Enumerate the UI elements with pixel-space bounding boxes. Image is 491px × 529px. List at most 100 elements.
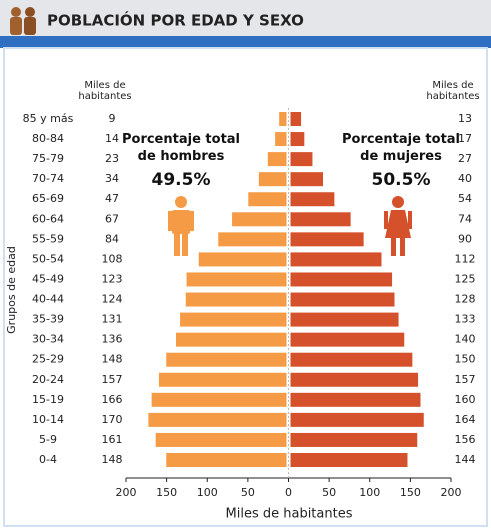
bar [185,292,287,307]
category-label: 0-4 [39,453,57,466]
bar [218,232,287,247]
women-value-label: 133 [455,313,476,326]
bar [290,152,313,167]
men-value-label: 166 [102,393,123,406]
women-value-label: 125 [455,272,476,285]
women-value-label: 157 [455,373,476,386]
frame [3,47,488,527]
men-value-label: 170 [102,413,123,426]
category-label: 75-79 [32,152,64,165]
woman-icon [384,196,412,256]
bar [290,332,405,347]
bar [290,412,424,427]
category-label: 20-24 [32,373,64,386]
women-value-label: 156 [455,433,476,446]
men-value-label: 136 [102,333,123,346]
men-value-label: 124 [102,293,123,306]
bar [290,292,395,307]
bar [155,432,287,447]
bar [267,152,287,167]
men-value-label: 34 [105,172,119,185]
left-column-header: Miles de habitantes [78,80,132,102]
bar [248,192,287,207]
bar [290,312,399,327]
bar [158,372,287,387]
x-tick-label: 100 [197,486,218,499]
women-value-label: 160 [455,393,476,406]
women-value-label: 140 [455,333,476,346]
bar [232,212,287,227]
women-value-label: 144 [455,453,476,466]
bar [180,312,287,327]
men-value-label: 23 [105,152,119,165]
x-axis-label: Miles de habitantes [226,507,353,522]
x-tick-label: 50 [241,486,255,499]
bar [148,412,287,427]
men-value-label: 9 [109,112,116,125]
women-value-label: 74 [458,212,472,225]
women-value-label: 164 [455,413,476,426]
men-value-label: 161 [102,433,123,446]
bar [290,272,393,287]
header-strip [0,36,491,48]
bar [290,232,364,247]
man-icon [168,196,194,256]
men-value-label: 148 [102,353,123,366]
women-value-label: 54 [458,192,472,205]
bar [290,453,408,467]
bar [258,172,287,187]
men-percent: 49.5% [151,170,211,190]
category-label: 5-9 [39,433,57,446]
men-value-label: 123 [102,272,123,285]
category-label: 30-34 [32,333,64,346]
category-label: 85 y más [23,112,74,125]
women-value-label: 13 [458,112,472,125]
bar [176,332,287,347]
bar [166,352,287,367]
y-axis-label: Grupos de edad [5,246,18,334]
category-label: 40-44 [32,293,64,306]
category-label: 60-64 [32,212,64,225]
category-label: 70-74 [32,172,64,185]
header-band [0,0,491,36]
men-value-label: 108 [102,252,123,265]
bar [186,272,287,287]
bar [290,352,413,367]
bar [290,192,335,207]
men-value-label: 14 [105,132,119,145]
bar [290,372,419,387]
women-value-label: 40 [458,172,472,185]
men-caption: Porcentaje total de hombres [121,132,241,164]
bar [275,132,287,147]
women-value-label: 17 [458,132,472,145]
bar [290,132,305,147]
bar [151,392,287,407]
x-tick-label: 50 [322,486,336,499]
bar [290,172,323,187]
category-label: 55-59 [32,232,64,245]
men-value-label: 47 [105,192,119,205]
women-value-label: 112 [455,252,476,265]
bar [290,432,418,447]
bar [290,212,351,227]
women-value-label: 27 [458,152,472,165]
x-tick-label: 100 [359,486,380,499]
category-label: 25-29 [32,353,64,366]
right-column-header: Miles de habitantes [426,80,480,102]
category-label: 15-19 [32,393,64,406]
bar [166,453,287,467]
x-tick-label: 150 [156,486,177,499]
bar [290,392,421,407]
women-value-label: 128 [455,293,476,306]
category-label: 65-69 [32,192,64,205]
women-value-label: 150 [455,353,476,366]
category-label: 80-84 [32,132,64,145]
men-value-label: 131 [102,313,123,326]
category-label: 45-49 [32,272,64,285]
bar [290,252,382,267]
category-label: 10-14 [32,413,64,426]
women-percent: 50.5% [371,170,431,190]
people-icon [10,7,36,35]
x-tick-label: 200 [441,486,462,499]
